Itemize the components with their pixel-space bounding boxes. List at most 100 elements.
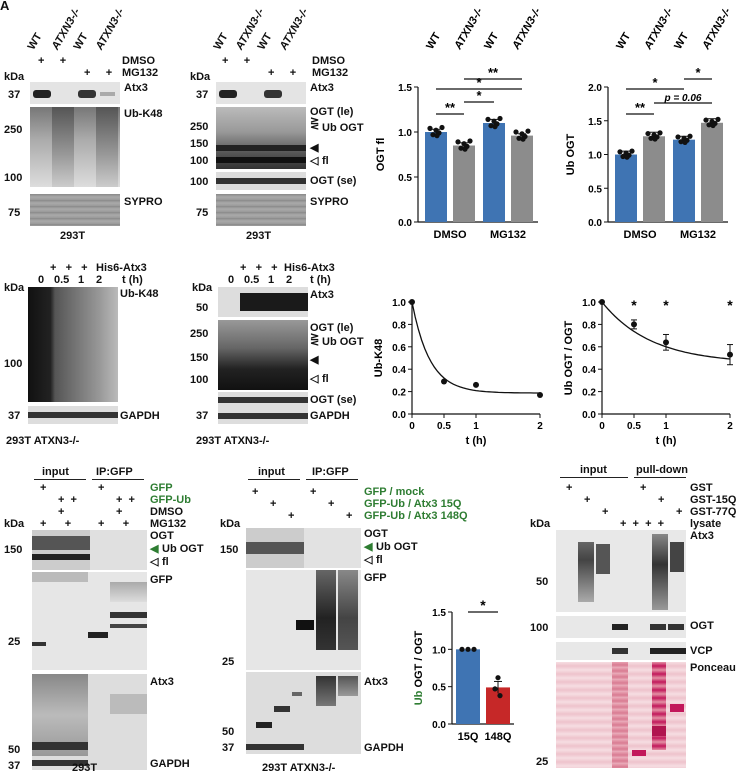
blot-gapdh <box>218 408 308 424</box>
row-mg132: MG132 <box>150 518 187 530</box>
y-tick-label: 2.0 <box>588 83 602 94</box>
data-point <box>439 124 445 131</box>
row-gst-15q: GST-15Q <box>690 494 737 506</box>
data-point <box>427 125 433 131</box>
y-tick-label: 0.2 <box>392 388 406 399</box>
bar <box>701 122 723 222</box>
col-label: WT <box>672 30 691 51</box>
marker-37: 37 <box>196 89 209 101</box>
marker-100: 100 <box>530 622 549 634</box>
label-atx3: Atx3 <box>310 289 334 301</box>
data-point <box>462 146 468 152</box>
y-tick-label: 0.2 <box>582 388 596 399</box>
time-1: 1 <box>268 274 275 286</box>
sig-label: * <box>727 297 733 313</box>
bar <box>615 154 637 222</box>
input-label: input <box>580 464 607 476</box>
y-tick-label: 0.4 <box>392 365 406 376</box>
data-point <box>441 378 447 385</box>
label-gapdh: GAPDH <box>120 410 160 422</box>
bar <box>486 687 510 724</box>
kda-label: kDa <box>192 282 213 294</box>
marker-37: 37 <box>8 760 21 772</box>
data-point <box>513 129 519 135</box>
x-tick-label: 2 <box>537 421 543 432</box>
data-point <box>675 134 681 140</box>
label-ogt: OGT <box>690 620 714 632</box>
chart-polyq: 0.0 0.5 1.0 1.5 Ub OGT / OGT 15Q 148Q * <box>413 597 514 743</box>
marker-150: 150 <box>190 352 209 364</box>
label-ogt-se: OGT (se) <box>310 175 357 187</box>
kda-label: kDa <box>4 518 25 530</box>
blot-gapdh <box>28 406 118 424</box>
data-point <box>467 138 473 144</box>
blot-ogt <box>246 528 361 568</box>
blot-ogt-le <box>216 107 306 169</box>
label-gapdh: GAPDH <box>364 742 404 754</box>
marker-37: 37 <box>8 89 21 101</box>
x-tick-label: 2 <box>727 421 733 432</box>
data-point <box>629 148 635 154</box>
marker-250: 250 <box>4 124 23 136</box>
marker-100: 100 <box>190 155 209 167</box>
label-gfp: GFP <box>150 574 173 586</box>
time-05: 0.5 <box>54 274 70 286</box>
y-tick-label: 0.8 <box>392 320 406 331</box>
blot-ogt <box>32 530 147 570</box>
x-category-label: MG132 <box>490 229 526 241</box>
x-tick-label: 0.5 <box>627 421 641 432</box>
x-tick-label: 0.5 <box>437 421 451 432</box>
arrow-icon: ◀ <box>364 541 373 553</box>
blot-ogt-se <box>216 172 306 190</box>
bar <box>456 649 480 724</box>
col-label: WT <box>614 30 633 51</box>
mg132-label: MG132 <box>122 67 159 79</box>
data-point <box>682 139 688 145</box>
marker-50: 50 <box>8 744 21 756</box>
marker-150: 150 <box>4 544 23 556</box>
marker-37: 37 <box>8 410 21 422</box>
y-axis-label: Ub-K48 <box>373 339 385 378</box>
blot-gfp <box>246 570 361 670</box>
kda-label: kDa <box>4 282 25 294</box>
row-gfp-ub-15q: GFP-Ub / Atx3 15Q <box>364 498 462 510</box>
marker-75: 75 <box>8 207 21 219</box>
data-point <box>537 391 543 398</box>
marker-50: 50 <box>196 302 209 314</box>
y-tick-label: 0.0 <box>588 218 602 229</box>
pulldown-label: pull-down <box>636 464 688 476</box>
y-tick-label: 0.0 <box>392 410 406 421</box>
marker-100: 100 <box>190 176 209 188</box>
data-point <box>495 675 501 681</box>
y-axis-label: Ub OGT / OGT <box>413 630 425 705</box>
t-label: t (h) <box>310 274 331 286</box>
y-tick-label: 0.5 <box>588 184 602 195</box>
time-0: 0 <box>228 274 235 286</box>
sig-label: * <box>695 65 701 80</box>
y-tick-label: 1.0 <box>392 298 406 309</box>
data-point <box>525 128 531 134</box>
data-point <box>648 135 654 141</box>
col-label: WT <box>25 31 45 52</box>
marker-25: 25 <box>8 636 21 648</box>
label-fl: fl <box>162 556 169 568</box>
sig-label: * <box>476 75 482 90</box>
x-tick-label: 1 <box>663 421 669 432</box>
y-axis-label: Ub OGT <box>565 133 577 175</box>
sig-label: ** <box>635 100 646 115</box>
col-label: ATXN3-/- <box>452 6 486 53</box>
data-point <box>715 116 721 122</box>
label-ogt: OGT <box>364 528 388 540</box>
chart-ub-ogt: WT ATXN3-/-WT ATXN3-/-0.00.51.01.52.0Ub OG… <box>565 6 734 241</box>
label-atx3: Atx3 <box>150 676 174 688</box>
label-fl: fl <box>322 373 329 385</box>
y-tick-label: 0.4 <box>582 365 596 376</box>
marker-37: 37 <box>196 410 209 422</box>
panel-letter: A <box>0 0 10 13</box>
blot-ogt-se <box>218 392 308 408</box>
sig-label: * <box>480 597 486 613</box>
fit-curve <box>411 301 540 394</box>
y-tick-label: 1.5 <box>432 608 446 619</box>
blot-atx3 <box>32 674 147 756</box>
blot-ponceau <box>556 662 686 768</box>
